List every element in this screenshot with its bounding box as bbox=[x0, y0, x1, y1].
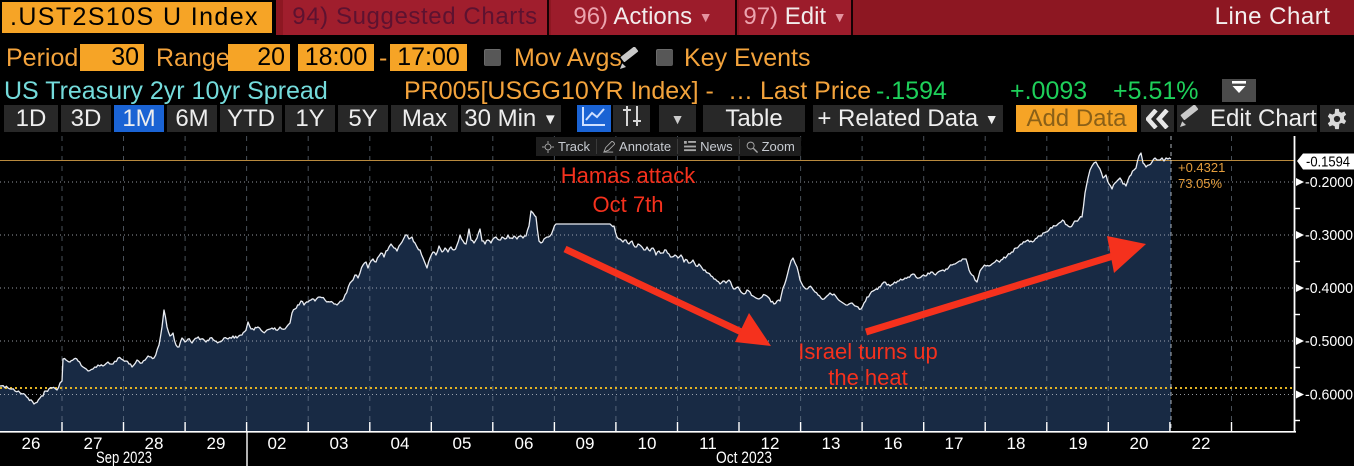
svg-text:Israel turns up: Israel turns up bbox=[798, 339, 937, 364]
svg-text:20: 20 bbox=[1130, 434, 1149, 453]
svg-text:-0.1594: -0.1594 bbox=[1306, 154, 1350, 171]
svg-text:17: 17 bbox=[945, 434, 964, 453]
svg-text:26: 26 bbox=[22, 434, 41, 453]
svg-text:-0.6000: -0.6000 bbox=[1305, 387, 1353, 404]
svg-text:-0.5000: -0.5000 bbox=[1305, 333, 1353, 350]
svg-text:18: 18 bbox=[1007, 434, 1026, 453]
svg-text:29: 29 bbox=[207, 434, 226, 453]
svg-text:06: 06 bbox=[515, 434, 534, 453]
svg-text:05: 05 bbox=[453, 434, 472, 453]
svg-text:Oct 7th: Oct 7th bbox=[593, 192, 664, 217]
svg-text:Oct 2023: Oct 2023 bbox=[716, 448, 772, 466]
svg-text:28: 28 bbox=[145, 434, 164, 453]
svg-text:13: 13 bbox=[822, 434, 841, 453]
svg-text:73.05%: 73.05% bbox=[1178, 176, 1223, 191]
svg-text:19: 19 bbox=[1069, 434, 1088, 453]
svg-text:+0.4321: +0.4321 bbox=[1178, 160, 1225, 175]
svg-text:-0.2000: -0.2000 bbox=[1305, 174, 1353, 191]
svg-text:02: 02 bbox=[268, 434, 287, 453]
svg-text:04: 04 bbox=[391, 434, 410, 453]
svg-text:09: 09 bbox=[576, 434, 595, 453]
svg-text:Sep 2023: Sep 2023 bbox=[96, 448, 152, 466]
svg-text:12: 12 bbox=[761, 434, 780, 453]
svg-text:-0.4000: -0.4000 bbox=[1305, 280, 1353, 297]
svg-text:Hamas attack: Hamas attack bbox=[561, 163, 696, 188]
svg-text:the heat: the heat bbox=[828, 365, 908, 390]
svg-text:-0.3000: -0.3000 bbox=[1305, 227, 1353, 244]
svg-text:03: 03 bbox=[330, 434, 349, 453]
svg-text:11: 11 bbox=[699, 434, 717, 453]
svg-text:22: 22 bbox=[1192, 434, 1211, 453]
svg-text:27: 27 bbox=[84, 434, 103, 453]
svg-text:10: 10 bbox=[638, 434, 657, 453]
svg-text:16: 16 bbox=[884, 434, 903, 453]
